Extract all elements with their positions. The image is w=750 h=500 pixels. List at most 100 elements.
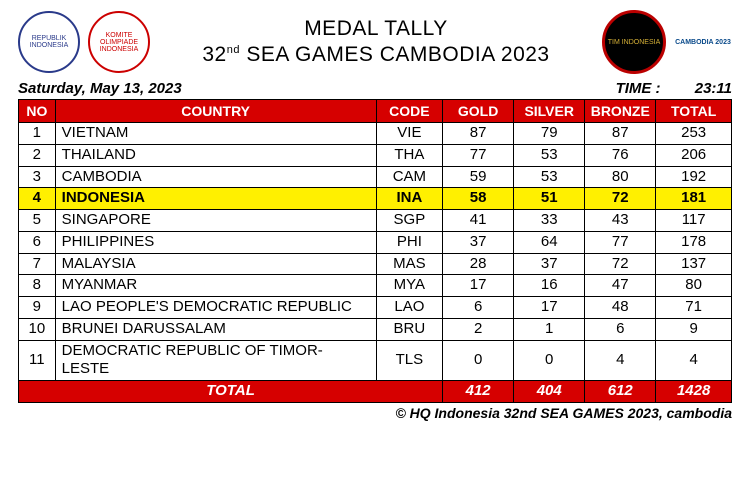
- total-total: 1428: [656, 381, 732, 403]
- cell-total: 80: [656, 275, 732, 297]
- cell-total: 192: [656, 166, 732, 188]
- meta-row: Saturday, May 13, 2023 TIME : 23:11: [18, 80, 732, 97]
- cell-total: 253: [656, 123, 732, 145]
- cell-silver: 0: [514, 340, 585, 381]
- cell-no: 4: [19, 188, 56, 210]
- title-line1: MEDAL TALLY: [160, 16, 592, 42]
- cell-silver: 79: [514, 123, 585, 145]
- medal-tally-page: REPUBLIK INDONESIA KOMITE OLIMPIADE INDO…: [0, 0, 750, 429]
- cell-gold: 58: [443, 188, 514, 210]
- medal-table: NO COUNTRY CODE GOLD SILVER BRONZE TOTAL…: [18, 99, 732, 403]
- cell-gold: 37: [443, 231, 514, 253]
- cell-country: CAMBODIA: [55, 166, 376, 188]
- cell-code: VIE: [376, 123, 442, 145]
- cell-bronze: 47: [585, 275, 656, 297]
- col-silver: SILVER: [514, 100, 585, 123]
- date-label: Saturday, May 13, 2023: [18, 80, 182, 97]
- col-bronze: BRONZE: [585, 100, 656, 123]
- cell-no: 11: [19, 340, 56, 381]
- cell-gold: 2: [443, 318, 514, 340]
- table-row: 7MALAYSIAMAS283772137: [19, 253, 732, 275]
- title-line2: 32nd SEA GAMES CAMBODIA 2023: [160, 42, 592, 68]
- table-row: 6PHILIPPINESPHI376477178: [19, 231, 732, 253]
- cell-silver: 17: [514, 297, 585, 319]
- cell-country: VIETNAM: [55, 123, 376, 145]
- logo-republik-indonesia: REPUBLIK INDONESIA: [18, 11, 80, 73]
- cell-bronze: 43: [585, 210, 656, 232]
- cell-code: MAS: [376, 253, 442, 275]
- table-row: 4INDONESIAINA585172181: [19, 188, 732, 210]
- table-row: 8MYANMARMYA17164780: [19, 275, 732, 297]
- cell-no: 3: [19, 166, 56, 188]
- table-row: 10BRUNEI DARUSSALAMBRU2169: [19, 318, 732, 340]
- cell-code: THA: [376, 144, 442, 166]
- cell-total: 4: [656, 340, 732, 381]
- cell-country: DEMOCRATIC REPUBLIC OF TIMOR-LESTE: [55, 340, 376, 381]
- cell-gold: 77: [443, 144, 514, 166]
- logo-komite-olimpiade: KOMITE OLIMPIADE INDONESIA: [88, 11, 150, 73]
- cell-country: THAILAND: [55, 144, 376, 166]
- cell-total: 137: [656, 253, 732, 275]
- table-row: 3CAMBODIACAM595380192: [19, 166, 732, 188]
- cell-gold: 87: [443, 123, 514, 145]
- title-rest: SEA GAMES CAMBODIA 2023: [240, 43, 550, 66]
- cell-code: PHI: [376, 231, 442, 253]
- total-label: TOTAL: [19, 381, 443, 403]
- header: REPUBLIK INDONESIA KOMITE OLIMPIADE INDO…: [18, 10, 732, 74]
- cell-no: 2: [19, 144, 56, 166]
- cell-total: 178: [656, 231, 732, 253]
- col-code: CODE: [376, 100, 442, 123]
- col-gold: GOLD: [443, 100, 514, 123]
- cell-total: 117: [656, 210, 732, 232]
- col-total: TOTAL: [656, 100, 732, 123]
- cell-bronze: 87: [585, 123, 656, 145]
- cell-code: INA: [376, 188, 442, 210]
- cell-country: INDONESIA: [55, 188, 376, 210]
- table-row: 1VIETNAMVIE877987253: [19, 123, 732, 145]
- total-bronze: 612: [585, 381, 656, 403]
- logos-left: REPUBLIK INDONESIA KOMITE OLIMPIADE INDO…: [18, 11, 150, 73]
- cell-code: SGP: [376, 210, 442, 232]
- cell-bronze: 72: [585, 253, 656, 275]
- cell-country: PHILIPPINES: [55, 231, 376, 253]
- cell-bronze: 4: [585, 340, 656, 381]
- cell-silver: 33: [514, 210, 585, 232]
- table-row: 9LAO PEOPLE'S DEMOCRATIC REPUBLICLAO6174…: [19, 297, 732, 319]
- total-row: TOTAL 412 404 612 1428: [19, 381, 732, 403]
- cell-country: BRUNEI DARUSSALAM: [55, 318, 376, 340]
- cell-country: SINGAPORE: [55, 210, 376, 232]
- cell-total: 71: [656, 297, 732, 319]
- cell-no: 10: [19, 318, 56, 340]
- cell-silver: 51: [514, 188, 585, 210]
- cell-bronze: 72: [585, 188, 656, 210]
- cell-code: LAO: [376, 297, 442, 319]
- cell-bronze: 77: [585, 231, 656, 253]
- cell-gold: 6: [443, 297, 514, 319]
- cell-no: 6: [19, 231, 56, 253]
- cell-code: TLS: [376, 340, 442, 381]
- cell-country: MALAYSIA: [55, 253, 376, 275]
- title-ordinal-num: 32: [202, 43, 226, 66]
- cell-no: 1: [19, 123, 56, 145]
- footer-credit: © HQ Indonesia 32nd SEA GAMES 2023, camb…: [18, 405, 732, 421]
- cell-bronze: 76: [585, 144, 656, 166]
- table-row: 11DEMOCRATIC REPUBLIC OF TIMOR-LESTETLS0…: [19, 340, 732, 381]
- cell-no: 7: [19, 253, 56, 275]
- col-country: COUNTRY: [55, 100, 376, 123]
- cell-gold: 28: [443, 253, 514, 275]
- cell-no: 9: [19, 297, 56, 319]
- cell-no: 5: [19, 210, 56, 232]
- col-no: NO: [19, 100, 56, 123]
- cell-silver: 53: [514, 166, 585, 188]
- table-row: 2THAILANDTHA775376206: [19, 144, 732, 166]
- cell-bronze: 48: [585, 297, 656, 319]
- cell-gold: 0: [443, 340, 514, 381]
- time-label: TIME :: [616, 80, 661, 97]
- cell-gold: 17: [443, 275, 514, 297]
- table-body: 1VIETNAMVIE8779872532THAILANDTHA77537620…: [19, 123, 732, 381]
- cell-total: 206: [656, 144, 732, 166]
- title-block: MEDAL TALLY 32nd SEA GAMES CAMBODIA 2023: [150, 16, 602, 69]
- logo-tim-indonesia: TIM INDONESIA: [602, 10, 666, 74]
- cell-total: 9: [656, 318, 732, 340]
- cell-silver: 1: [514, 318, 585, 340]
